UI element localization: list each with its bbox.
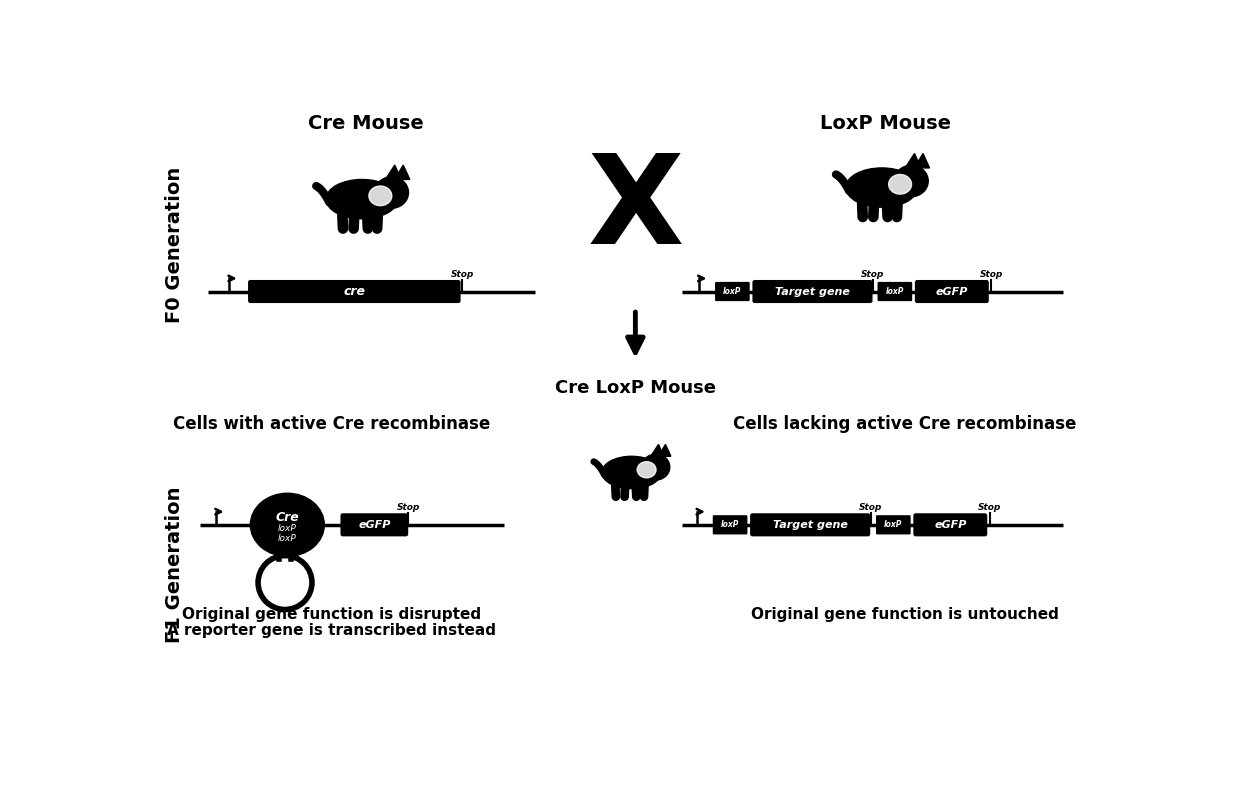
FancyBboxPatch shape [877,282,912,301]
Ellipse shape [633,496,641,499]
Text: eGFP: eGFP [358,520,390,530]
Text: loxP: loxP [278,534,296,543]
Ellipse shape [846,168,918,207]
Ellipse shape [349,227,358,232]
Text: Cre LoxP Mouse: Cre LoxP Mouse [555,378,716,396]
Ellipse shape [869,216,878,220]
Ellipse shape [621,496,628,499]
FancyBboxPatch shape [712,515,747,534]
Ellipse shape [369,186,392,205]
Ellipse shape [895,165,928,197]
Text: loxP: loxP [724,287,742,296]
Text: Cells lacking active Cre recombinase: Cells lacking active Cre recombinase [733,415,1077,433]
FancyBboxPatch shape [750,513,870,536]
Ellipse shape [374,177,409,209]
Text: eGFP: eGFP [935,286,968,297]
FancyBboxPatch shape [248,280,461,303]
Text: Original gene function is disrupted: Original gene function is disrupted [182,607,481,623]
Text: Stop: Stop [451,270,473,279]
Text: Cre Mouse: Cre Mouse [309,114,424,133]
Text: LoxP Mouse: LoxP Mouse [820,114,952,133]
Text: X: X [587,148,684,270]
Ellipse shape [637,462,655,478]
Ellipse shape [888,174,912,194]
Text: Stop: Stop [860,504,882,512]
FancyBboxPatch shape [715,282,750,301]
Text: A reporter gene is transcribed instead: A reporter gene is transcribed instead [167,623,496,638]
Text: Stop: Stop [396,504,420,512]
FancyBboxPatch shape [913,513,987,536]
Polygon shape [395,165,410,179]
Polygon shape [387,165,400,178]
Ellipse shape [338,227,348,232]
Text: Cells with active Cre recombinase: Cells with active Cre recombinase [172,415,489,433]
Text: loxP: loxP [886,287,904,296]
FancyBboxPatch shape [341,513,408,536]
FancyBboxPatch shape [752,280,872,303]
Polygon shape [652,444,663,455]
Ellipse shape [326,179,398,219]
Ellipse shape [363,227,373,232]
Ellipse shape [892,216,902,220]
FancyBboxPatch shape [876,515,911,534]
Polygon shape [658,444,670,456]
Text: F1 Generation: F1 Generation [166,487,185,643]
Ellipse shape [883,216,892,220]
Polygon shape [906,154,921,167]
Text: Cre: Cre [275,511,299,523]
Text: Target gene: Target gene [773,520,847,530]
Ellipse shape [250,493,325,557]
Ellipse shape [859,216,867,220]
Ellipse shape [612,496,620,499]
Text: Stop: Stop [978,504,1001,512]
Ellipse shape [641,496,648,499]
Text: Stop: Stop [979,270,1002,279]
FancyBboxPatch shape [914,280,989,303]
Text: Original gene function is untouched: Original gene function is untouched [751,607,1059,623]
Text: loxP: loxP [278,524,296,533]
Text: loxP: loxP [721,520,740,529]
Text: Stop: Stop [861,270,885,279]
Text: eGFP: eGFP [934,520,966,530]
Ellipse shape [373,227,382,232]
Text: cre: cre [343,285,366,298]
Text: F0 Generation: F0 Generation [166,167,185,324]
Ellipse shape [642,454,670,480]
Polygon shape [914,154,929,168]
Text: Target gene: Target gene [776,286,850,297]
Ellipse shape [602,456,662,488]
Text: loxP: loxP [885,520,902,529]
